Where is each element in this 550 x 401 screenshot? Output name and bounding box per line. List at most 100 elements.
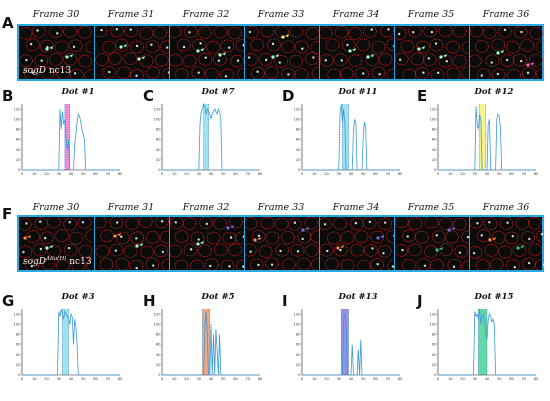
nascent-transcript-dot	[247, 56, 251, 59]
arrow-marker	[257, 237, 261, 240]
nucleus-outline	[326, 231, 341, 245]
nucleus-outline	[484, 243, 499, 257]
nucleus-outline	[63, 217, 77, 231]
nucleus-outline	[26, 38, 40, 52]
nucleus-outline	[19, 218, 32, 231]
x-tick-label: 40	[349, 377, 354, 381]
arrow-marker	[443, 54, 447, 57]
nascent-transcript-dot	[264, 58, 268, 62]
nucleus-outline	[237, 67, 244, 79]
x-tick-label: 10	[312, 172, 317, 176]
nascent-transcript-dot	[199, 42, 202, 45]
x-tick-label: 70	[385, 172, 390, 176]
nascent-transcript-dot	[278, 61, 281, 64]
y-tick-label: 100	[430, 322, 438, 326]
nucleus-outline	[320, 53, 334, 67]
y-tick-label: 120	[430, 312, 438, 316]
nucleus-outline	[251, 229, 266, 243]
brightness-line	[22, 109, 120, 171]
panel-letter-b: B	[2, 87, 14, 105]
arrow-marker	[69, 54, 73, 57]
y-tick-label: 60	[156, 138, 161, 142]
nucleus-outline	[356, 38, 371, 52]
nascent-transcript-dot	[120, 235, 123, 238]
nucleus-outline	[310, 230, 319, 243]
nucleus-outline	[69, 231, 84, 245]
x-tick-label: 30	[472, 377, 477, 381]
nucleus-outline	[470, 54, 482, 68]
nucleus-outline	[199, 217, 214, 230]
y-tick-label: 60	[296, 343, 301, 347]
microscopy-tile	[169, 217, 244, 270]
panel-letter-f: F	[2, 205, 13, 223]
nucleus-outline	[287, 217, 302, 231]
nucleus-outline	[395, 27, 407, 40]
nucleus-outline	[130, 40, 144, 54]
y-tick-label: 120	[154, 107, 162, 111]
nucleus-outline	[305, 52, 319, 66]
x-tick-label: 70	[521, 172, 526, 176]
nucleus-outline	[362, 26, 377, 38]
highlight-span	[64, 104, 70, 170]
nucleus-outline	[154, 53, 169, 67]
arrow-marker	[500, 50, 504, 53]
nucleus-outline	[213, 26, 228, 39]
x-tick-label: 70	[385, 377, 390, 381]
y-tick-label: 20	[156, 363, 161, 367]
nucleus-outline	[512, 244, 527, 257]
y-tick-label: 40	[432, 353, 437, 357]
arrow-marker	[200, 48, 204, 51]
nucleus-outline	[461, 260, 469, 270]
nucleus-outline	[25, 259, 39, 270]
nascent-transcript-dot	[346, 43, 349, 47]
plot-title: Dot #3	[61, 292, 95, 302]
brightness-line	[302, 103, 400, 171]
y-tick-label: 20	[432, 158, 437, 162]
nascent-transcript-dot	[412, 31, 415, 34]
x-tick-label: 50	[221, 377, 226, 381]
arrow-marker	[451, 227, 455, 230]
nucleus-outline	[395, 243, 408, 257]
nucleus-outline	[416, 258, 431, 270]
highlighted-dot	[45, 246, 49, 250]
nucleus-outline	[491, 38, 506, 52]
genotype-label-top: sogD nc13	[23, 66, 72, 76]
nucleus-outline	[41, 257, 56, 270]
x-tick-label: 40	[69, 377, 74, 381]
nucleus-outline	[535, 68, 544, 79]
nucleus-outline	[281, 67, 295, 79]
x-tick-label: 70	[245, 172, 250, 176]
nucleus-outline	[498, 245, 513, 259]
nascent-transcript-dot	[36, 29, 39, 32]
y-tick-label: 0	[298, 168, 301, 172]
plot-title: Dot #7	[201, 87, 235, 97]
y-tick-label: 100	[154, 117, 162, 121]
arrow-marker	[141, 56, 145, 59]
nascent-transcript-dot	[217, 59, 221, 62]
nascent-transcript-dot	[434, 42, 438, 45]
nucleus-outline	[264, 66, 279, 79]
panel-letter-d: D	[282, 87, 295, 105]
microscopy-tile	[319, 26, 394, 79]
nascent-transcript-dot	[458, 251, 462, 254]
nascent-transcript-dot	[480, 234, 483, 237]
nascent-transcript-dot	[397, 32, 401, 36]
intensity-plot: 0 20 40 60 80 100 120 0 10 20 30 40 50 60 70 80	[424, 305, 541, 387]
nucleus-outline	[170, 244, 182, 258]
x-tick-label: 10	[32, 377, 37, 381]
arrow-marker	[380, 235, 384, 238]
y-tick-label: 0	[158, 373, 161, 377]
nascent-transcript-dot	[116, 221, 119, 224]
x-tick-label: 30	[196, 377, 201, 381]
nucleus-outline	[174, 230, 189, 243]
microscopy-tile	[469, 26, 544, 79]
nascent-transcript-dot	[242, 265, 244, 268]
nucleus-outline	[204, 67, 219, 79]
plot-title: Dot #5	[201, 292, 235, 302]
nucleus-outline	[115, 231, 130, 245]
x-tick-label: 60	[509, 377, 514, 381]
nascent-transcript-dot	[165, 46, 169, 49]
nucleus-outline	[95, 53, 109, 66]
arrow-marker	[49, 46, 53, 49]
nucleus-outline	[333, 217, 347, 230]
